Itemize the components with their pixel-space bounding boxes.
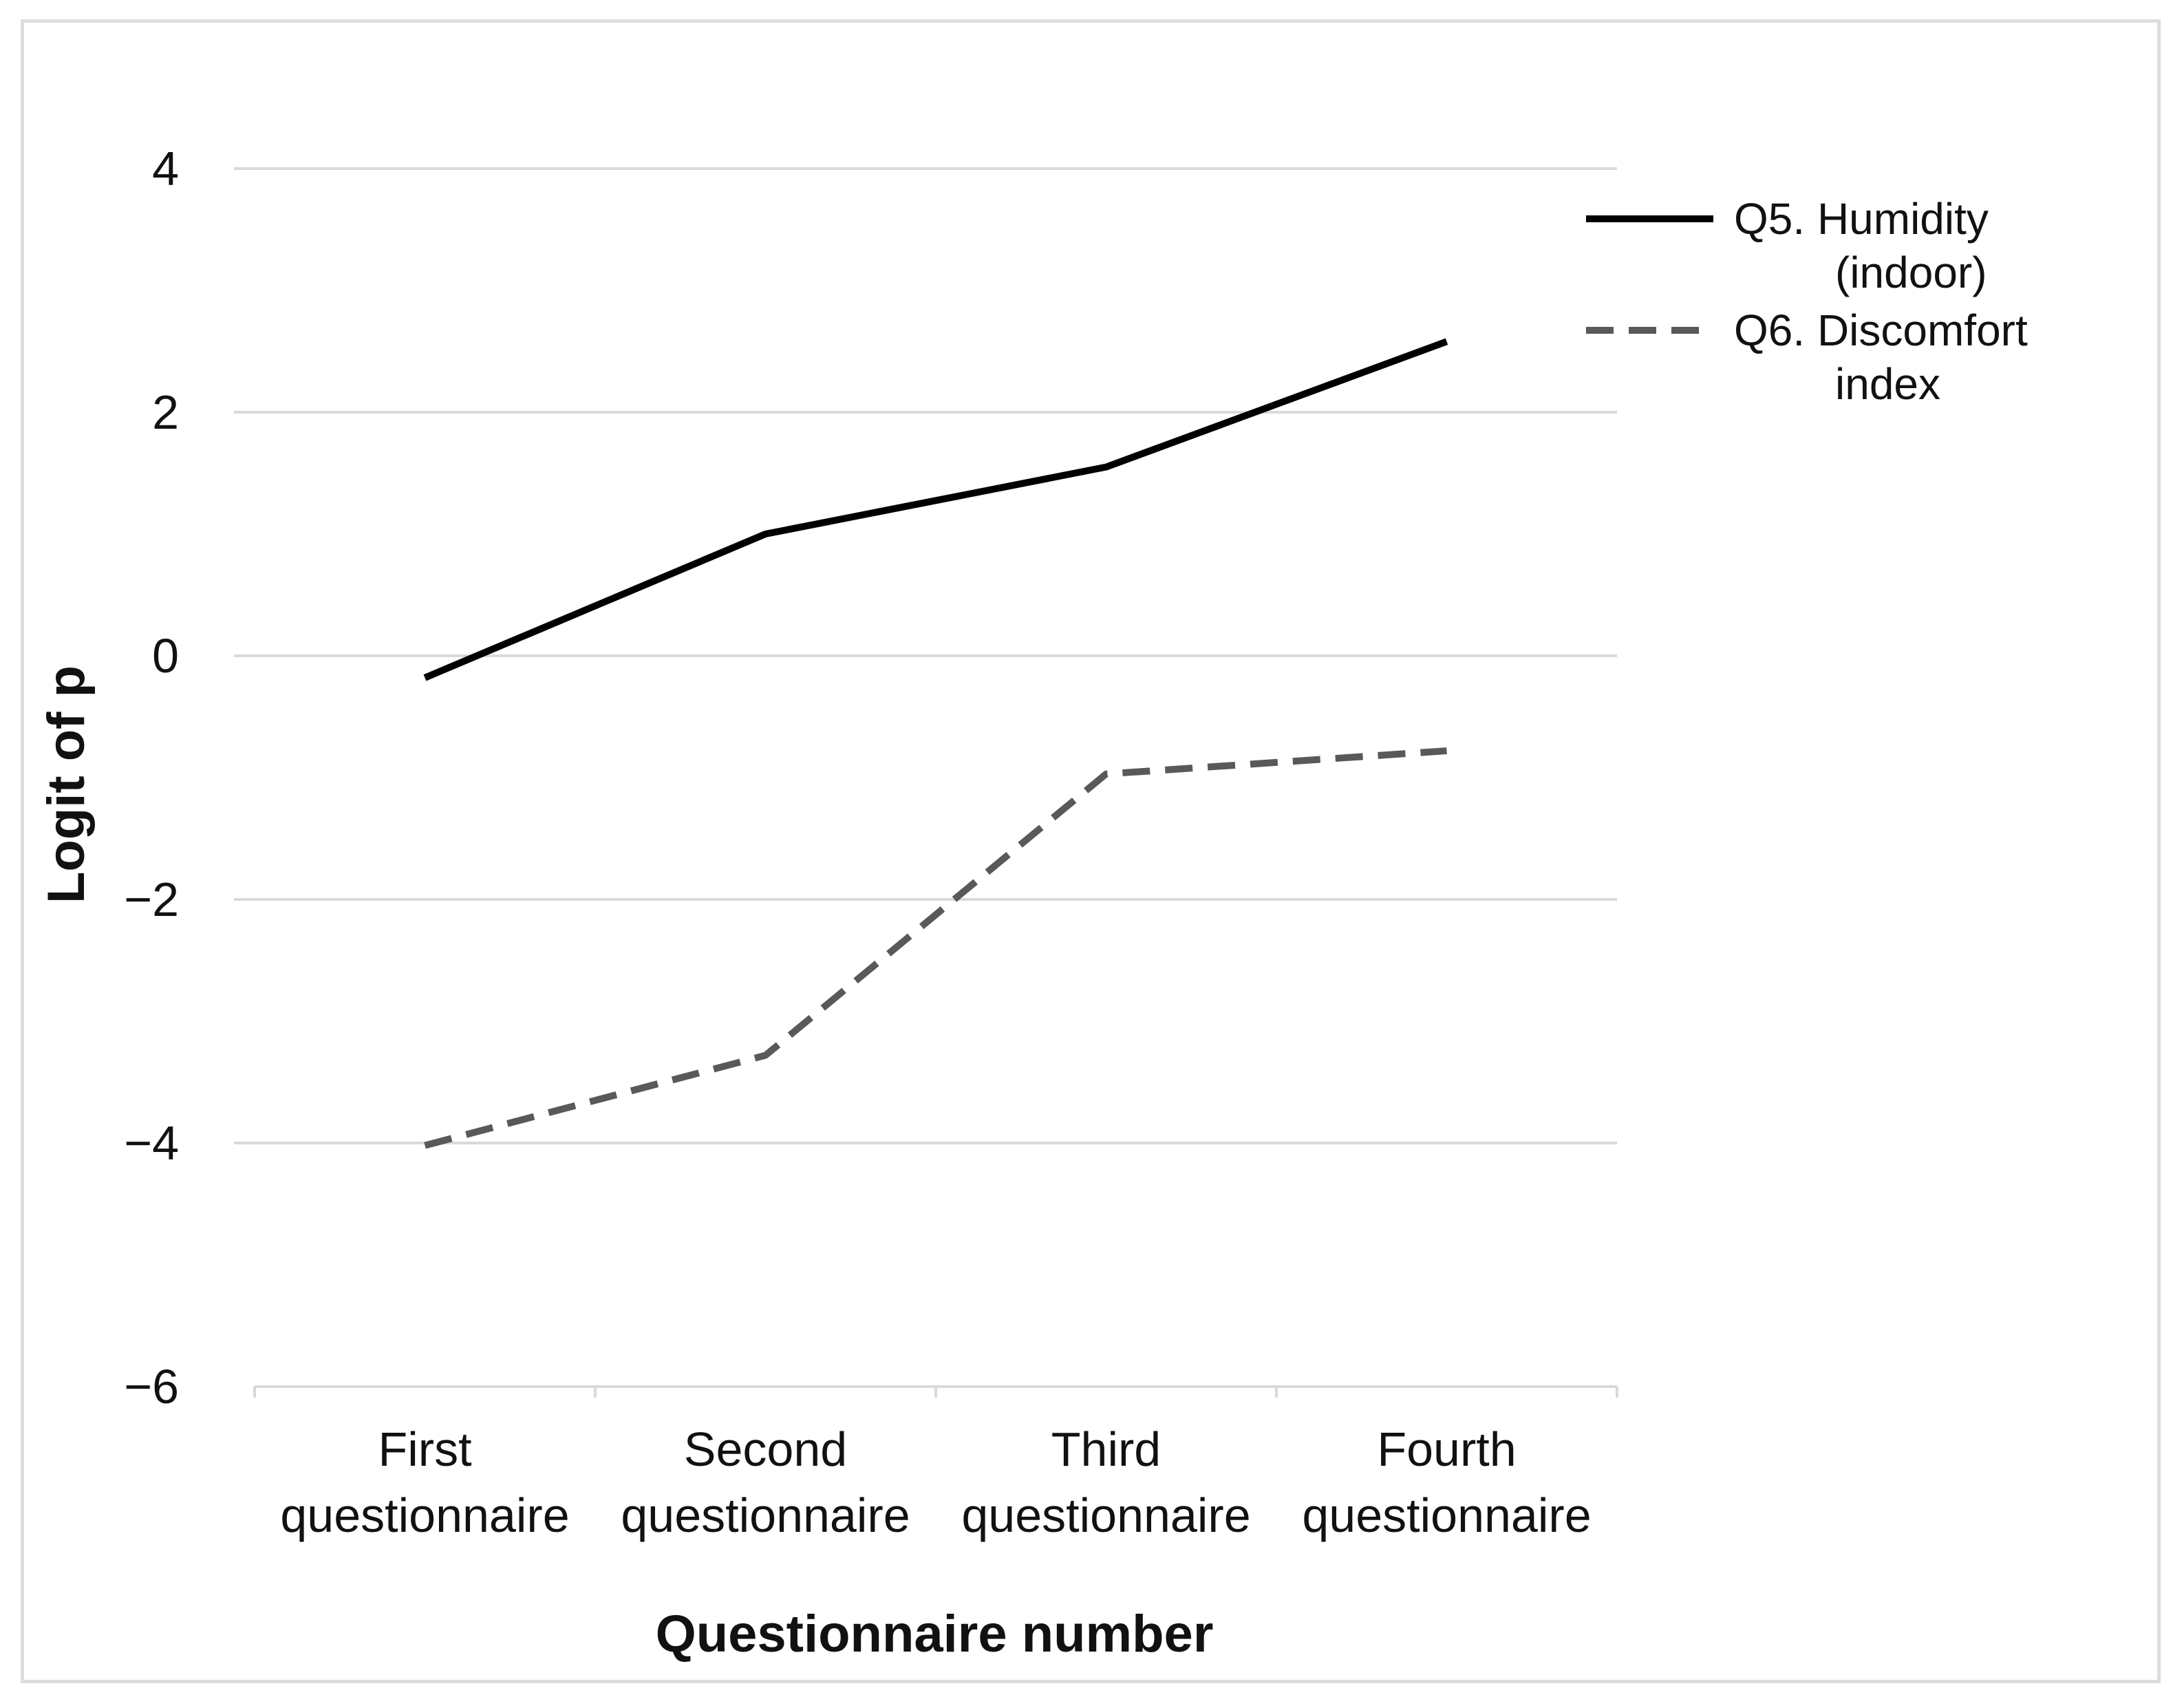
y-axis-title: Logit of p [37, 665, 96, 904]
x-axis-title: Questionnaire number [656, 1605, 1214, 1663]
series-lines [423, 338, 1448, 1149]
series-line-1 [423, 338, 1448, 681]
x-axis [253, 1385, 1618, 1398]
y-axis-ticks: 4 2 0 −2 −4 −6 [124, 142, 179, 1413]
x-axis-ticks: First questionnaire Second questionnaire Thi… [280, 1422, 1591, 1542]
legend: Q5. Humidity (indoor)Q6. Discomfort index [1586, 194, 2028, 409]
y-tick-label: 2 [152, 385, 179, 439]
y-tick-label: −6 [124, 1360, 179, 1413]
x-tick-label: Fourth questionnaire [1302, 1422, 1591, 1542]
gridlines [234, 167, 1617, 1144]
y-tick-label: −2 [124, 873, 179, 926]
legend-label-1: Q5. Humidity (indoor) [1734, 194, 1989, 297]
series-line-2 [424, 747, 1447, 1149]
y-tick-label: −4 [124, 1116, 179, 1170]
legend-label-2: Q6. Discomfort index [1734, 306, 2028, 409]
y-tick-label: 4 [152, 142, 179, 195]
chart-frame [21, 19, 2161, 1683]
x-tick-label: Third questionnaire [961, 1422, 1250, 1542]
x-tick-label: Second questionnaire [621, 1422, 910, 1542]
x-tick-label: First questionnaire [280, 1422, 569, 1542]
y-tick-label: 0 [152, 629, 179, 683]
